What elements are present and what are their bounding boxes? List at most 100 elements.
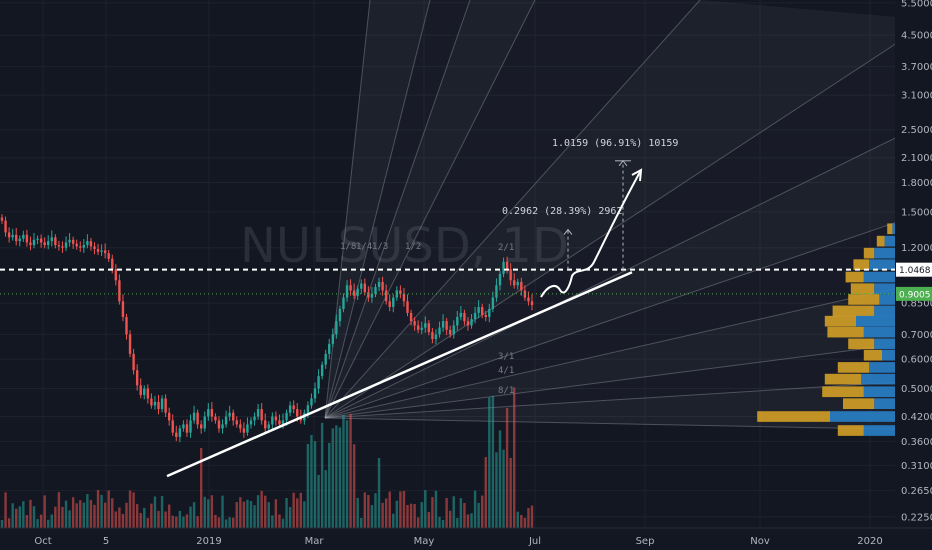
candle-body [324,353,327,365]
candle-body [424,323,427,328]
profile-bar-up [845,271,864,283]
volume-bar [374,493,377,528]
price-tick-label: 0.2250 [901,512,932,523]
candle-body [239,424,242,429]
time-axis[interactable]: Oct 5 2019 Mar May Jul Sep Nov 2020 [0,527,932,550]
candle-body [491,297,495,309]
volume-bar [484,457,487,528]
volume-bars [0,387,534,528]
fan-sector [325,120,932,418]
fan-label: 1/2 [405,242,421,252]
candle-body [18,238,21,242]
candle-body [157,401,160,410]
grid [0,0,895,528]
measure-arrow [563,228,573,235]
fan-label: 4/1 [498,366,514,376]
candle-body [167,412,171,421]
candle-body [445,321,448,330]
volume-bar [135,504,139,528]
profile-bar-down [882,349,895,361]
volume-bar [520,515,523,528]
volume-bar [324,470,327,528]
fan-line [324,0,431,419]
volume-bar [221,495,224,528]
candle-body [463,312,466,322]
candle-body [111,258,114,270]
candle-body [0,217,4,221]
time-tick-label: May [414,536,435,547]
volume-bar [160,496,164,528]
volume-bar [157,510,160,528]
candle-body [317,376,320,389]
volume-bar [399,491,402,528]
candle-body [139,385,142,396]
volume-bar [448,510,452,528]
candle-body [64,242,68,248]
candle-body [89,241,93,247]
profile-bar-down [874,283,895,295]
volume-bar [356,497,359,528]
candle-body [296,409,299,417]
volume-bar [424,490,427,528]
volume-bar [246,499,249,528]
volume-bar [278,514,281,528]
volume-bar [431,497,434,528]
volume-bar [328,442,331,528]
volume-bar [466,514,470,528]
volume-bar [111,498,114,528]
candle-body [199,424,203,429]
price-badge-label: 1.0468 [899,266,931,276]
projection-arrowhead [631,168,643,182]
fan-line [324,339,932,419]
volume-bar [22,501,25,528]
volume-bar [505,408,509,528]
candle-body [409,312,413,322]
fan-line [324,0,536,419]
profile-bar-down [861,373,895,385]
profile-bar-up [850,283,875,295]
volume-bar [79,500,82,528]
candle-body [43,242,46,246]
fan-line [324,0,371,419]
drawings[interactable]: 0.2962 (28.39%) 2962 1.0159 (96.91%) 1015… [166,138,678,478]
volume-bar [75,503,78,528]
profile-bar-down [874,398,895,409]
candle-body [274,416,278,421]
volume-bar [413,504,416,528]
volume-profile [757,223,895,436]
volume-bar [292,492,295,528]
volume-bar [335,425,338,528]
volume-bar [473,490,477,528]
candle-body [392,297,395,307]
volume-bar [491,395,495,528]
candle-body [132,353,135,371]
candle-body [39,238,43,243]
profile-bar-up [824,373,862,385]
profile-bar-down [884,235,895,247]
gann-fan[interactable]: 1/8 1/4 1/3 1/2 2/1 3/1 4/1 8/1 [324,0,932,431]
candle-body [456,316,459,326]
candle-body [47,241,50,246]
candle-body [32,239,36,246]
candle-body [57,245,61,247]
profile-bar-up [876,235,885,247]
candle-body [335,321,338,335]
candle-body [249,420,253,425]
volume-bar [296,498,299,528]
candle-body [502,261,505,274]
candle-body [86,241,89,246]
candle-body [171,420,174,433]
candle-body [431,332,434,340]
volume-bar [420,502,423,528]
fan-line [324,379,932,419]
profile-bar-up [757,411,830,422]
candle-body [100,250,103,252]
volume-bar [271,515,274,528]
volume-bar [523,517,527,528]
volume-bar [192,502,196,528]
volume-bar [15,508,18,528]
volume-bar [253,505,256,528]
